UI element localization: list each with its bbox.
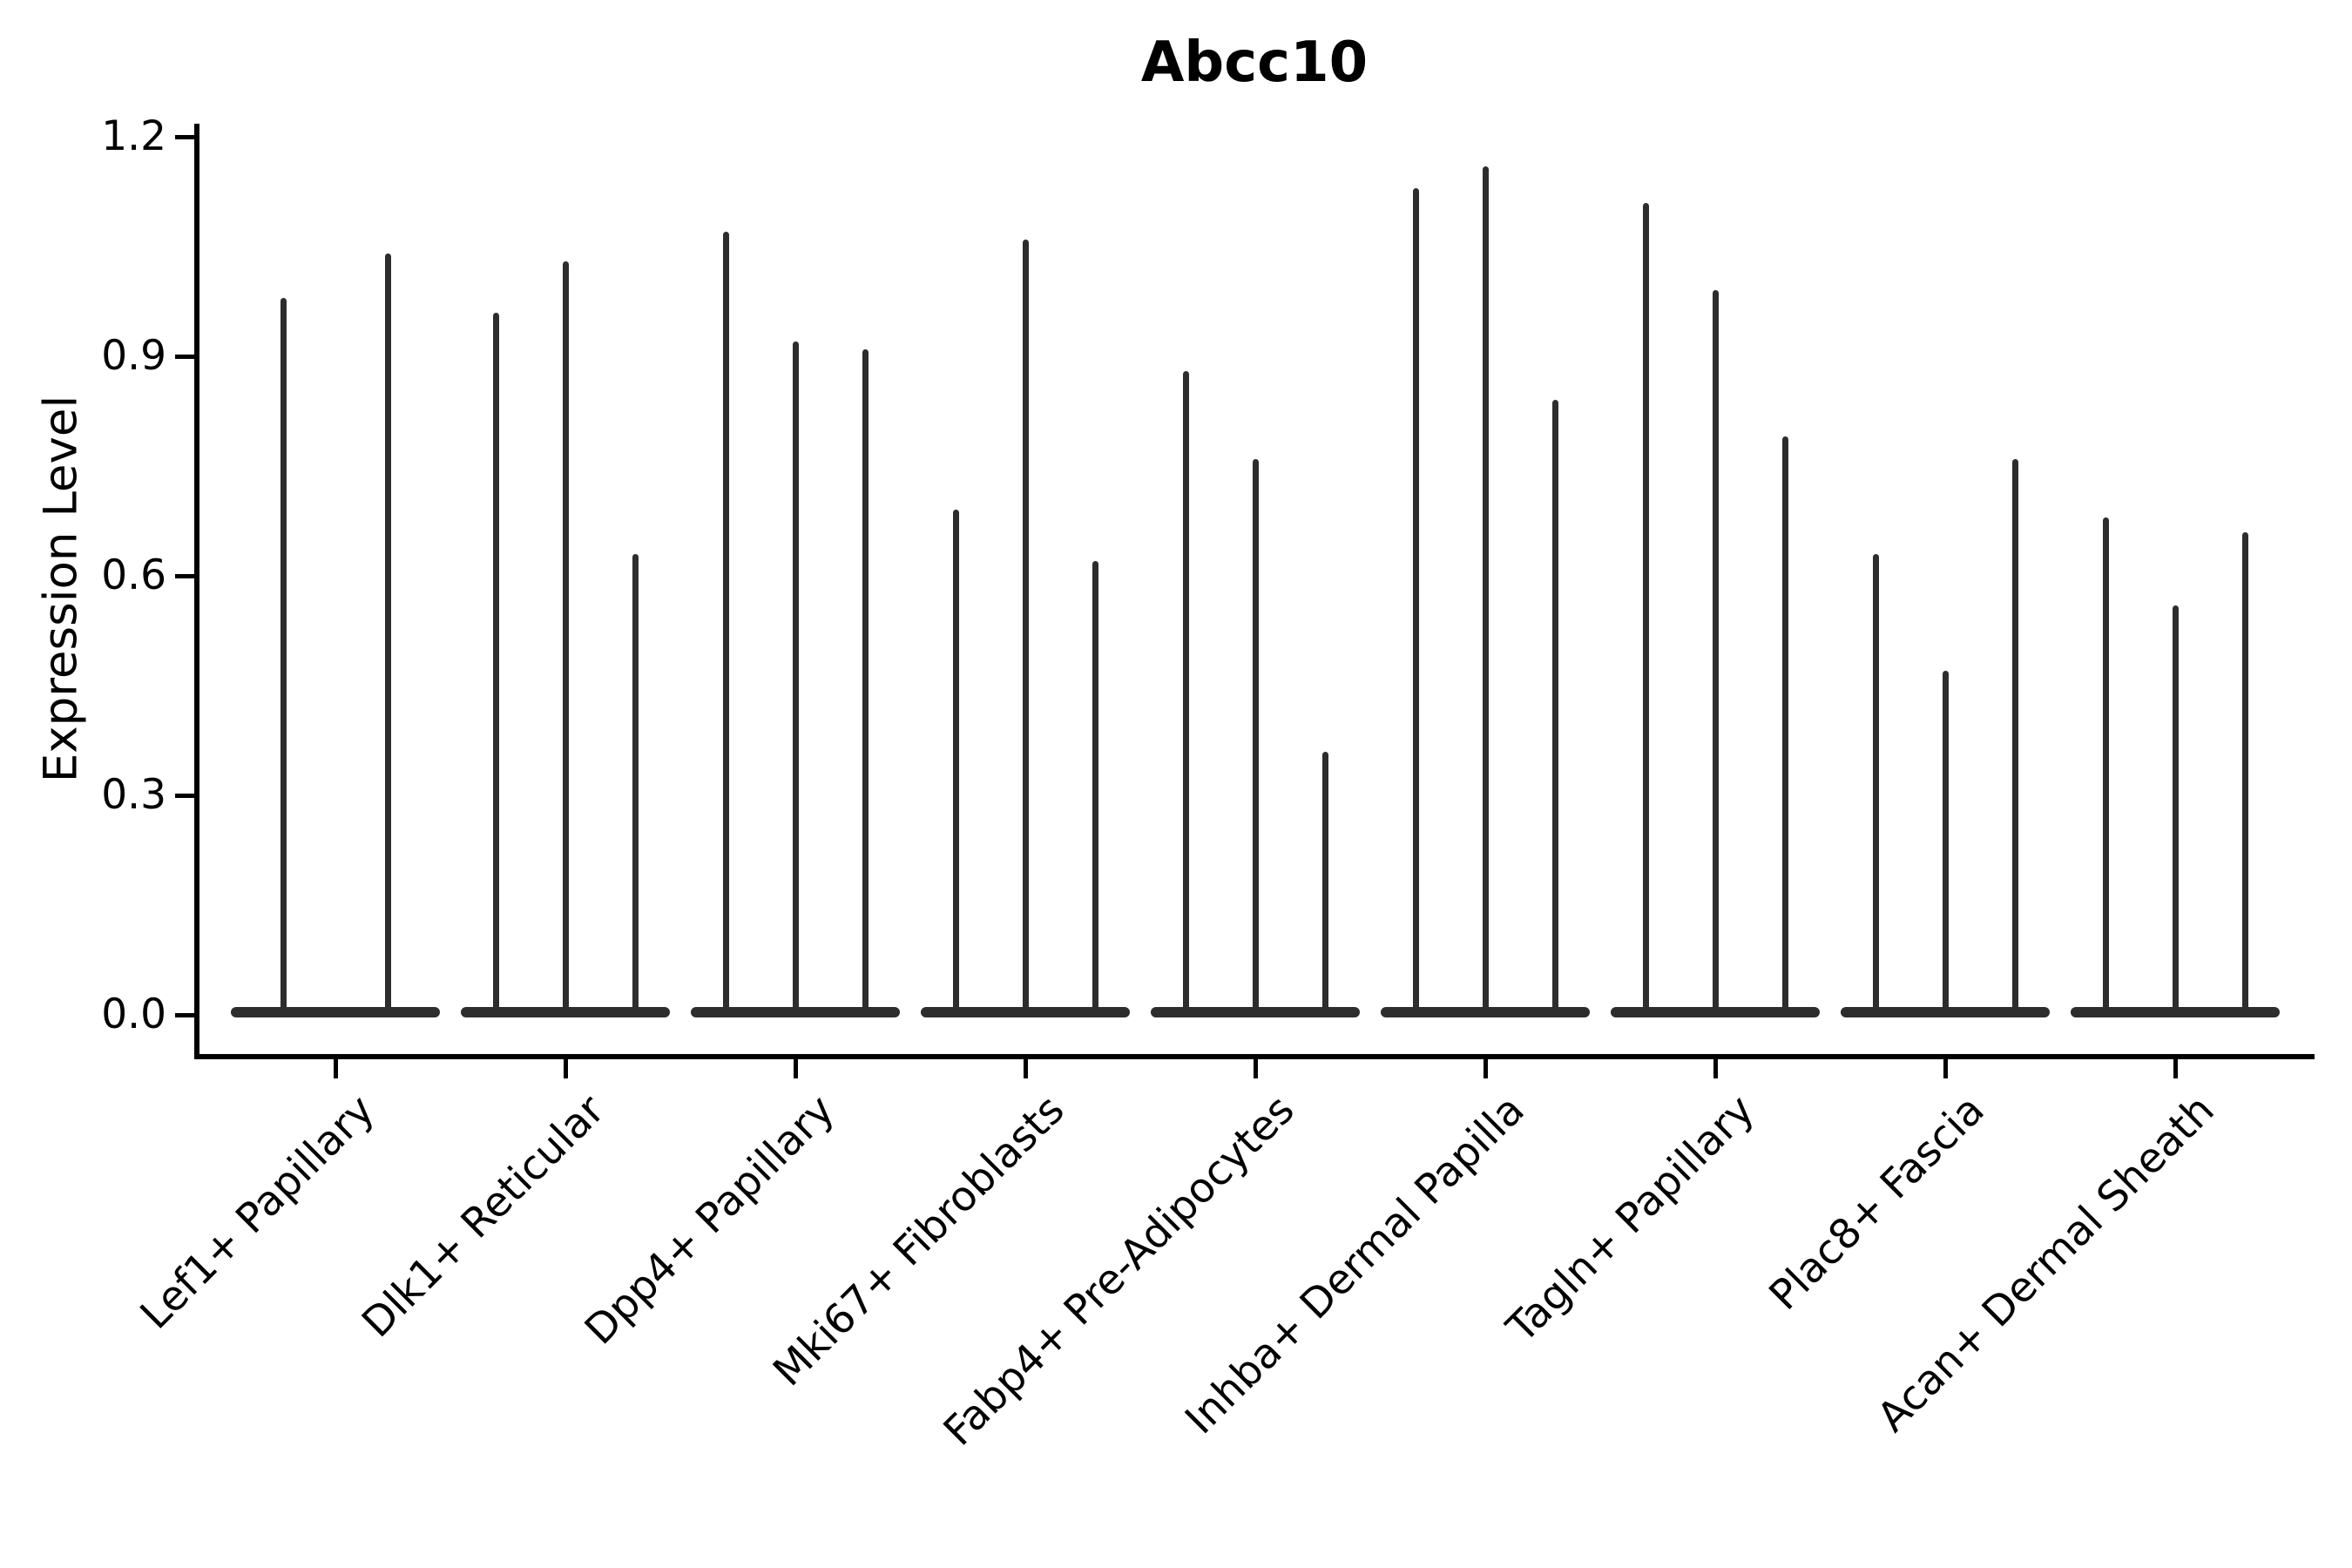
violin-spike — [1552, 400, 1558, 1012]
violin-spike — [1413, 188, 1419, 1012]
x-tick-label: Fabp4+ Pre-Adipocytes — [934, 1085, 1304, 1456]
violin-spike — [385, 253, 391, 1012]
violin-spike — [280, 298, 287, 1012]
violin-spike — [632, 554, 639, 1012]
y-tick-label: 1.2 — [101, 112, 166, 160]
violin-spike — [1873, 554, 1879, 1012]
x-tick — [1713, 1059, 1718, 1078]
x-tick-label: Acan+ Dermal Sheath — [1868, 1085, 2224, 1442]
violin-spike — [1322, 752, 1328, 1012]
violin-base — [2071, 1007, 2280, 1017]
x-tick — [794, 1059, 798, 1078]
x-tick-label: Mki67+ Fibroblasts — [764, 1085, 1074, 1396]
x-tick-label: Inhba+ Dermal Papilla — [1176, 1085, 1534, 1444]
violin-base — [1151, 1007, 1360, 1017]
x-tick — [564, 1059, 568, 1078]
violin-spike — [1943, 671, 1949, 1012]
violin-base — [1611, 1007, 1820, 1017]
violin-spike — [2012, 459, 2018, 1012]
x-tick-label: Dlk1+ Reticular — [353, 1085, 614, 1348]
x-tick-label: Dpp4+ Papillary — [575, 1085, 844, 1355]
x-tick — [1254, 1059, 1258, 1078]
y-tick-label: 0.6 — [101, 551, 166, 599]
y-axis-spine — [194, 124, 199, 1059]
violin-base — [231, 1007, 440, 1017]
y-tick-label: 0.0 — [101, 990, 166, 1038]
violin-spike — [563, 261, 569, 1012]
x-tick — [1943, 1059, 1948, 1078]
x-tick — [334, 1059, 338, 1078]
violin-spike — [723, 232, 729, 1012]
violin-spike — [953, 510, 959, 1012]
x-tick-label: Plac8+ Fascia — [1760, 1085, 1994, 1320]
violin-base — [1841, 1007, 2050, 1017]
x-tick — [2173, 1059, 2178, 1078]
y-tick-label: 0.9 — [101, 332, 166, 380]
violin-spike — [1782, 436, 1788, 1012]
violin-spike — [1643, 203, 1649, 1012]
violin-spike — [862, 349, 868, 1012]
violin-spike — [493, 313, 499, 1012]
x-tick — [1024, 1059, 1028, 1078]
x-tick-label: Tagln+ Papillary — [1497, 1085, 1764, 1352]
y-tick — [175, 794, 194, 798]
violin-spike — [793, 341, 799, 1012]
violin-base — [691, 1007, 900, 1017]
y-tick — [175, 574, 194, 578]
violin-base — [1381, 1007, 1590, 1017]
violin-spike — [2242, 532, 2248, 1012]
x-axis-spine — [194, 1054, 2315, 1059]
y-tick-label: 0.3 — [101, 771, 166, 819]
violin-spike — [1092, 561, 1098, 1012]
y-tick — [175, 355, 194, 359]
x-tick — [1484, 1059, 1488, 1078]
violin-spike — [2173, 605, 2179, 1012]
chart-title: Abcc10 — [1140, 30, 1369, 95]
violin-spike — [1023, 240, 1029, 1012]
violin-spike — [1713, 290, 1719, 1012]
violin-spike — [1183, 371, 1189, 1012]
violin-base — [921, 1007, 1130, 1017]
violin-base — [461, 1007, 670, 1017]
y-tick — [175, 135, 194, 139]
y-tick — [175, 1013, 194, 1017]
violin-spike — [1483, 166, 1489, 1012]
violin-spike — [2103, 517, 2109, 1012]
violin-spike — [1253, 459, 1259, 1012]
